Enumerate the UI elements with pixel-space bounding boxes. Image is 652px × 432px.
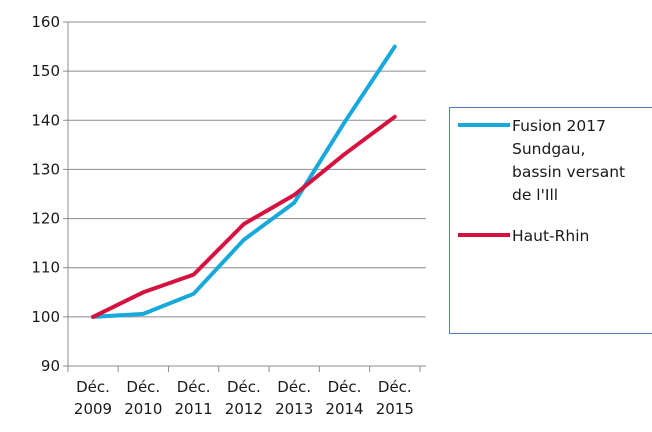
x-tick-label-5-1: 2014 — [325, 400, 363, 418]
x-tick-label-1-0: Déc. — [126, 378, 160, 396]
x-tick-label-4-1: 2013 — [275, 400, 313, 418]
x-tick-label-0-0: Déc. — [76, 378, 110, 396]
x-tick-label-3-1: 2012 — [225, 400, 263, 418]
x-axis-tick-labels: Déc. 2009 Déc. 2010 Déc. 2011 Déc. 2012 Déc. 2013… — [74, 378, 414, 418]
legend-label-0-3: de l'Ill — [512, 186, 558, 204]
legend-label-0-2: bassin versant — [512, 163, 625, 181]
series-lines — [93, 46, 395, 316]
x-tick-label-2-1: 2011 — [175, 400, 213, 418]
x-tick-label-0-1: 2009 — [74, 400, 112, 418]
series-line-0 — [93, 47, 395, 317]
legend-label-0-1: Sundgau, — [512, 140, 585, 158]
legend-label-1-0: Haut-Rhin — [512, 227, 589, 245]
y-tick-label-90: 90 — [41, 357, 60, 375]
y-tick-label-150: 150 — [31, 62, 60, 80]
x-tick-label-1-1: 2010 — [124, 400, 162, 418]
axes — [63, 22, 426, 372]
y-tick-label-140: 140 — [31, 111, 60, 129]
x-tick-label-2-0: Déc. — [177, 378, 211, 396]
y-tick-label-120: 120 — [31, 210, 60, 228]
legend-label-0-0: Fusion 2017 — [512, 117, 606, 135]
series-line-1 — [93, 117, 395, 317]
y-tick-label-130: 130 — [31, 160, 60, 178]
x-tick-label-6-1: 2015 — [376, 400, 414, 418]
y-tick-label-110: 110 — [31, 259, 60, 277]
x-tick-label-5-0: Déc. — [328, 378, 362, 396]
x-tick-label-3-0: Déc. — [227, 378, 261, 396]
x-tick-label-4-0: Déc. — [277, 378, 311, 396]
x-tick-label-6-0: Déc. — [378, 378, 412, 396]
y-tick-label-160: 160 — [31, 13, 60, 31]
legend: Fusion 2017 Sundgau, bassin versant de l'Il… — [450, 108, 652, 334]
y-axis-tick-labels: 90 100 110 120 130 140 150 160 — [31, 13, 60, 375]
y-tick-label-100: 100 — [31, 308, 60, 326]
gridlines — [68, 22, 426, 317]
